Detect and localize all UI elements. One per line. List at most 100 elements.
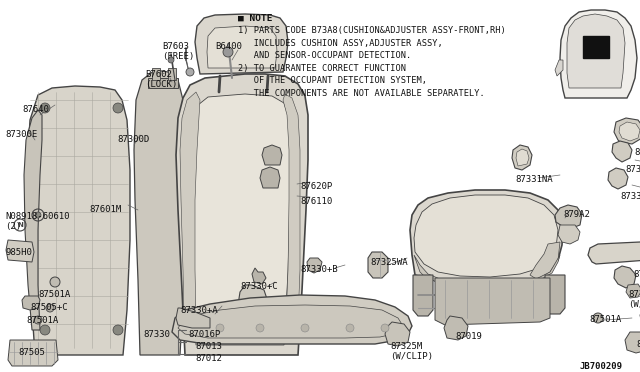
Circle shape <box>216 324 224 332</box>
Polygon shape <box>558 225 580 244</box>
Polygon shape <box>626 284 640 298</box>
Polygon shape <box>560 10 637 98</box>
Polygon shape <box>238 285 268 315</box>
Circle shape <box>35 212 41 218</box>
Text: 87501A: 87501A <box>589 315 621 324</box>
Polygon shape <box>27 86 130 355</box>
Circle shape <box>186 68 194 76</box>
Polygon shape <box>6 240 34 262</box>
Text: 87505: 87505 <box>18 348 45 357</box>
Polygon shape <box>307 258 322 273</box>
Text: 87330+A: 87330+A <box>180 306 218 315</box>
Polygon shape <box>608 168 628 189</box>
Polygon shape <box>385 322 410 346</box>
Polygon shape <box>148 78 178 88</box>
Polygon shape <box>8 340 58 366</box>
Text: 87620P: 87620P <box>300 182 332 191</box>
Polygon shape <box>134 70 186 355</box>
Polygon shape <box>530 242 560 280</box>
Text: 87501A: 87501A <box>633 270 640 279</box>
Circle shape <box>34 316 42 324</box>
Circle shape <box>301 324 309 332</box>
Polygon shape <box>260 167 280 188</box>
Polygon shape <box>435 278 550 325</box>
Polygon shape <box>176 308 210 328</box>
Text: (W/CLIP): (W/CLIP) <box>628 300 640 309</box>
Text: 87016P: 87016P <box>188 330 220 339</box>
Text: B7603: B7603 <box>162 42 189 51</box>
Polygon shape <box>22 296 40 310</box>
Text: 87325WA: 87325WA <box>370 258 408 267</box>
Bar <box>583 36 609 58</box>
Circle shape <box>40 103 50 113</box>
Text: 87501A: 87501A <box>38 290 70 299</box>
Text: OF THE OCCUPANT DETECTION SYSTEM,: OF THE OCCUPANT DETECTION SYSTEM, <box>238 77 427 86</box>
Polygon shape <box>283 94 300 320</box>
Text: (LOCK): (LOCK) <box>145 80 177 89</box>
Polygon shape <box>588 242 640 264</box>
Polygon shape <box>512 145 532 170</box>
Polygon shape <box>172 295 412 344</box>
Text: 87325M: 87325M <box>390 342 422 351</box>
Polygon shape <box>414 255 560 288</box>
Text: ■ NOTE: ■ NOTE <box>238 14 273 23</box>
Text: B6400: B6400 <box>215 42 242 51</box>
Polygon shape <box>252 268 266 284</box>
Text: AND SENSOR-OCCUPANT DETECTION.: AND SENSOR-OCCUPANT DETECTION. <box>238 51 412 61</box>
Polygon shape <box>625 332 640 353</box>
Text: JB700209: JB700209 <box>580 362 623 371</box>
Polygon shape <box>368 252 388 278</box>
Circle shape <box>50 277 60 287</box>
Text: 87330: 87330 <box>143 330 170 339</box>
Text: 87331N: 87331N <box>625 165 640 174</box>
Text: 87331NC: 87331NC <box>634 148 640 157</box>
Polygon shape <box>152 68 160 80</box>
Text: 879A2: 879A2 <box>563 210 590 219</box>
Text: 87013: 87013 <box>195 342 222 351</box>
Circle shape <box>113 325 123 335</box>
Text: 876110: 876110 <box>300 197 332 206</box>
Text: 87330+B: 87330+B <box>300 265 338 274</box>
Text: 87501A: 87501A <box>26 316 58 325</box>
Polygon shape <box>414 195 558 277</box>
Text: (W/CLIP): (W/CLIP) <box>390 352 433 361</box>
Polygon shape <box>24 110 42 330</box>
Text: THE COMPONENTS ARE NOT AVAILABLE SEPARATELY.: THE COMPONENTS ARE NOT AVAILABLE SEPARAT… <box>238 89 484 98</box>
Polygon shape <box>555 60 563 76</box>
Text: 87300E: 87300E <box>5 130 37 139</box>
Text: (FREE): (FREE) <box>162 52 195 61</box>
Text: 87601M: 87601M <box>89 205 121 214</box>
Polygon shape <box>176 74 308 355</box>
Text: 87330+C: 87330+C <box>240 282 278 291</box>
Polygon shape <box>545 275 565 314</box>
Polygon shape <box>410 190 563 288</box>
Text: 87331NB: 87331NB <box>620 192 640 201</box>
Text: N: N <box>17 222 23 228</box>
Text: 87640: 87640 <box>22 105 49 114</box>
Polygon shape <box>207 26 277 68</box>
Polygon shape <box>413 275 433 316</box>
Text: INCLUDES CUSHION ASSY,ADJUSTER ASSY,: INCLUDES CUSHION ASSY,ADJUSTER ASSY, <box>238 39 443 48</box>
Polygon shape <box>180 92 200 320</box>
Text: 87505+A: 87505+A <box>636 340 640 349</box>
Text: (2): (2) <box>5 222 21 231</box>
Polygon shape <box>195 14 288 74</box>
Polygon shape <box>516 149 529 166</box>
Text: 87331NA: 87331NA <box>515 175 552 184</box>
Text: B7602: B7602 <box>145 70 172 79</box>
Polygon shape <box>612 141 632 162</box>
Circle shape <box>46 304 54 312</box>
Polygon shape <box>567 14 625 88</box>
Circle shape <box>346 324 354 332</box>
Polygon shape <box>555 205 582 228</box>
Text: 87324: 87324 <box>628 290 640 299</box>
Text: 1) PARTS CODE B73A8(CUSHION&ADJUSTER ASSY-FRONT,RH): 1) PARTS CODE B73A8(CUSHION&ADJUSTER ASS… <box>238 26 506 35</box>
Circle shape <box>256 324 264 332</box>
Polygon shape <box>619 122 640 141</box>
Circle shape <box>223 47 233 57</box>
Text: N08918-60610: N08918-60610 <box>5 212 70 221</box>
Polygon shape <box>192 94 290 345</box>
Circle shape <box>593 313 603 323</box>
Polygon shape <box>614 266 636 288</box>
Polygon shape <box>168 68 176 80</box>
